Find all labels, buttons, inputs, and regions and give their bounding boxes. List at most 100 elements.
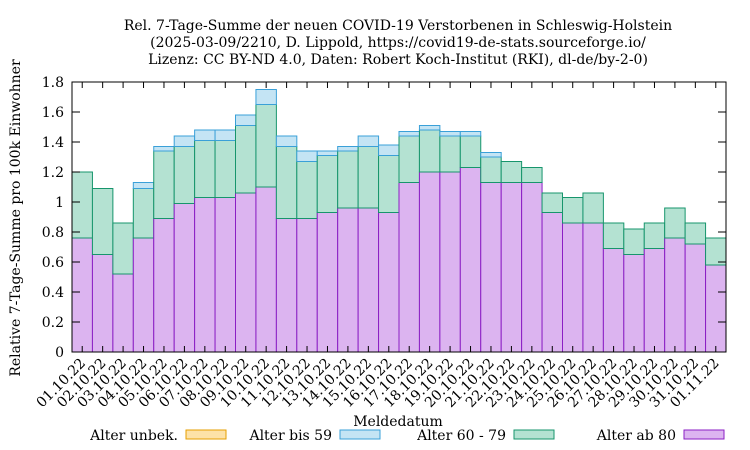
bar-alter-bis-59-9 [255, 89, 277, 105]
legend-swatch [513, 429, 555, 440]
bar-alter-ab-80-3 [132, 237, 155, 353]
bar-alter-60-79-16 [398, 135, 420, 183]
bar-alter-bis-59-10 [275, 135, 298, 147]
bar-alter-bis-59-3 [132, 182, 155, 189]
bar-alter-ab-80-4 [153, 218, 175, 353]
y-tick-label: 0.2 [42, 315, 64, 331]
bar-alter-60-79-2 [112, 222, 134, 275]
y-tick-label: 1 [55, 195, 64, 211]
bar-alter-60-79-28 [643, 222, 666, 249]
bar-alter-60-79-15 [378, 155, 400, 213]
bar-alter-ab-80-30 [684, 243, 707, 353]
bar-alter-ab-80-26 [602, 248, 625, 353]
bar-alter-ab-80-9 [255, 186, 277, 353]
y-tick-label: 0.4 [42, 285, 64, 301]
bar-alter-ab-80-21 [500, 182, 523, 353]
bar-alter-bis-59-17 [418, 125, 441, 131]
bar-alter-bis-59-19 [459, 131, 482, 137]
bar-alter-ab-80-8 [235, 192, 257, 353]
bar-alter-60-79-1 [91, 188, 114, 255]
legend-label: Alter 60 - 79 [416, 428, 506, 444]
bar-alter-bis-59-15 [378, 144, 400, 156]
y-tick-label: 0.6 [42, 255, 64, 271]
bar-alter-ab-80-6 [194, 197, 216, 353]
bar-alter-60-79-25 [582, 192, 604, 224]
bar-alter-60-79-3 [132, 188, 155, 239]
bar-alter-60-79-12 [316, 155, 339, 213]
title-line-3: Lizenz: CC BY-ND 4.0, Daten: Robert Koch… [148, 52, 648, 68]
bar-alter-ab-80-10 [275, 218, 298, 353]
bar-alter-60-79-13 [337, 150, 359, 209]
bar-alter-ab-80-13 [337, 207, 359, 353]
bar-alter-ab-80-20 [480, 182, 502, 353]
y-tick-label: 0.8 [42, 225, 64, 241]
bar-alter-60-79-14 [357, 146, 380, 209]
y-tick-label: 1.6 [42, 105, 64, 121]
bar-alter-ab-80-28 [643, 248, 666, 353]
bar-alter-60-79-4 [153, 150, 175, 219]
bar-alter-60-79-23 [541, 192, 563, 213]
bar-alter-60-79-11 [296, 161, 318, 219]
bar-alter-60-79-26 [602, 222, 625, 249]
bar-alter-ab-80-18 [439, 171, 461, 353]
chart-title: Rel. 7-Tage-Summe der neuen COVID-19 Ver… [124, 18, 672, 68]
x-axis-label: Meldedatum [353, 414, 443, 430]
bar-alter-bis-59-8 [235, 114, 257, 126]
legend-label: Alter ab 80 [596, 428, 676, 444]
bar-alter-60-79-31 [705, 237, 727, 266]
title-line-2: (2025-03-09/2210, D. Lippold, https://co… [150, 35, 646, 51]
bar-alter-bis-59-6 [194, 129, 216, 141]
plot-frame [71, 81, 727, 353]
legend-label: Alter bis 59 [248, 428, 332, 444]
bar-alter-ab-80-17 [418, 171, 441, 353]
bar-alter-ab-80-24 [562, 222, 584, 353]
y-axis: 0 0.2 0.4 0.6 0.8 1 1.2 1.4 1.6 1.8 [42, 75, 726, 361]
bar-alter-60-79-27 [623, 228, 645, 255]
y-tick-label: 1.8 [42, 75, 64, 91]
bar-alter-60-79-18 [439, 135, 461, 173]
bar-alter-60-79-19 [459, 135, 482, 168]
bar-alter-ab-80-22 [521, 182, 543, 353]
bar-alter-bis-59-5 [173, 135, 196, 147]
bar-alter-60-79-10 [275, 146, 298, 219]
bar-alter-ab-80-1 [91, 254, 114, 353]
bar-alter-bis-59-16 [398, 131, 420, 137]
y-axis-label: Relative 7-Tage-Summe pro 100k Einwohner [8, 59, 24, 377]
bar-alter-ab-80-27 [623, 254, 645, 353]
bar-alter-ab-80-31 [705, 264, 727, 353]
bar-alter-ab-80-23 [541, 212, 563, 353]
bar-alter-60-79-8 [235, 125, 257, 194]
legend: Alter unbek. Alter bis 59 Alter 60 - 79 Alt… [89, 428, 725, 444]
title-line-1: Rel. 7-Tage-Summe der neuen COVID-19 Ver… [124, 18, 672, 34]
bar-alter-bis-59-4 [153, 146, 175, 152]
bar-alter-ab-80-7 [214, 197, 236, 353]
bar-alter-60-79-24 [562, 197, 584, 224]
bar-alter-ab-80-29 [664, 237, 686, 353]
bar-alter-ab-80-2 [112, 273, 134, 353]
bar-alter-60-79-6 [194, 140, 216, 198]
bar-alter-ab-80-11 [296, 218, 318, 353]
bar-alter-60-79-20 [480, 156, 502, 183]
y-tick-label: 1.4 [42, 135, 64, 151]
legend-swatch [339, 429, 381, 440]
bar-alter-ab-80-15 [378, 212, 400, 353]
bar-alter-60-79-17 [418, 129, 441, 173]
y-tick-label: 1.2 [42, 165, 64, 181]
bar-alter-ab-80-19 [459, 167, 482, 353]
bar-alter-bis-59-11 [296, 150, 318, 162]
bar-alter-ab-80-25 [582, 222, 604, 353]
bar-alter-ab-80-14 [357, 207, 380, 353]
bar-alter-ab-80-5 [173, 203, 196, 353]
bar-alter-bis-59-13 [337, 146, 359, 152]
y-tick-label: 0 [55, 345, 64, 361]
legend-swatch [185, 429, 227, 440]
bar-alter-60-79-22 [521, 167, 543, 183]
bar-alter-ab-80-16 [398, 182, 420, 353]
bar-alter-bis-59-20 [480, 152, 502, 158]
bar-alter-60-79-29 [664, 207, 686, 239]
bar-alter-60-79-30 [684, 222, 707, 245]
bar-alter-bis-59-14 [357, 135, 380, 147]
bar-alter-ab-80-0 [71, 237, 93, 353]
bar-alter-bis-59-7 [214, 129, 236, 141]
